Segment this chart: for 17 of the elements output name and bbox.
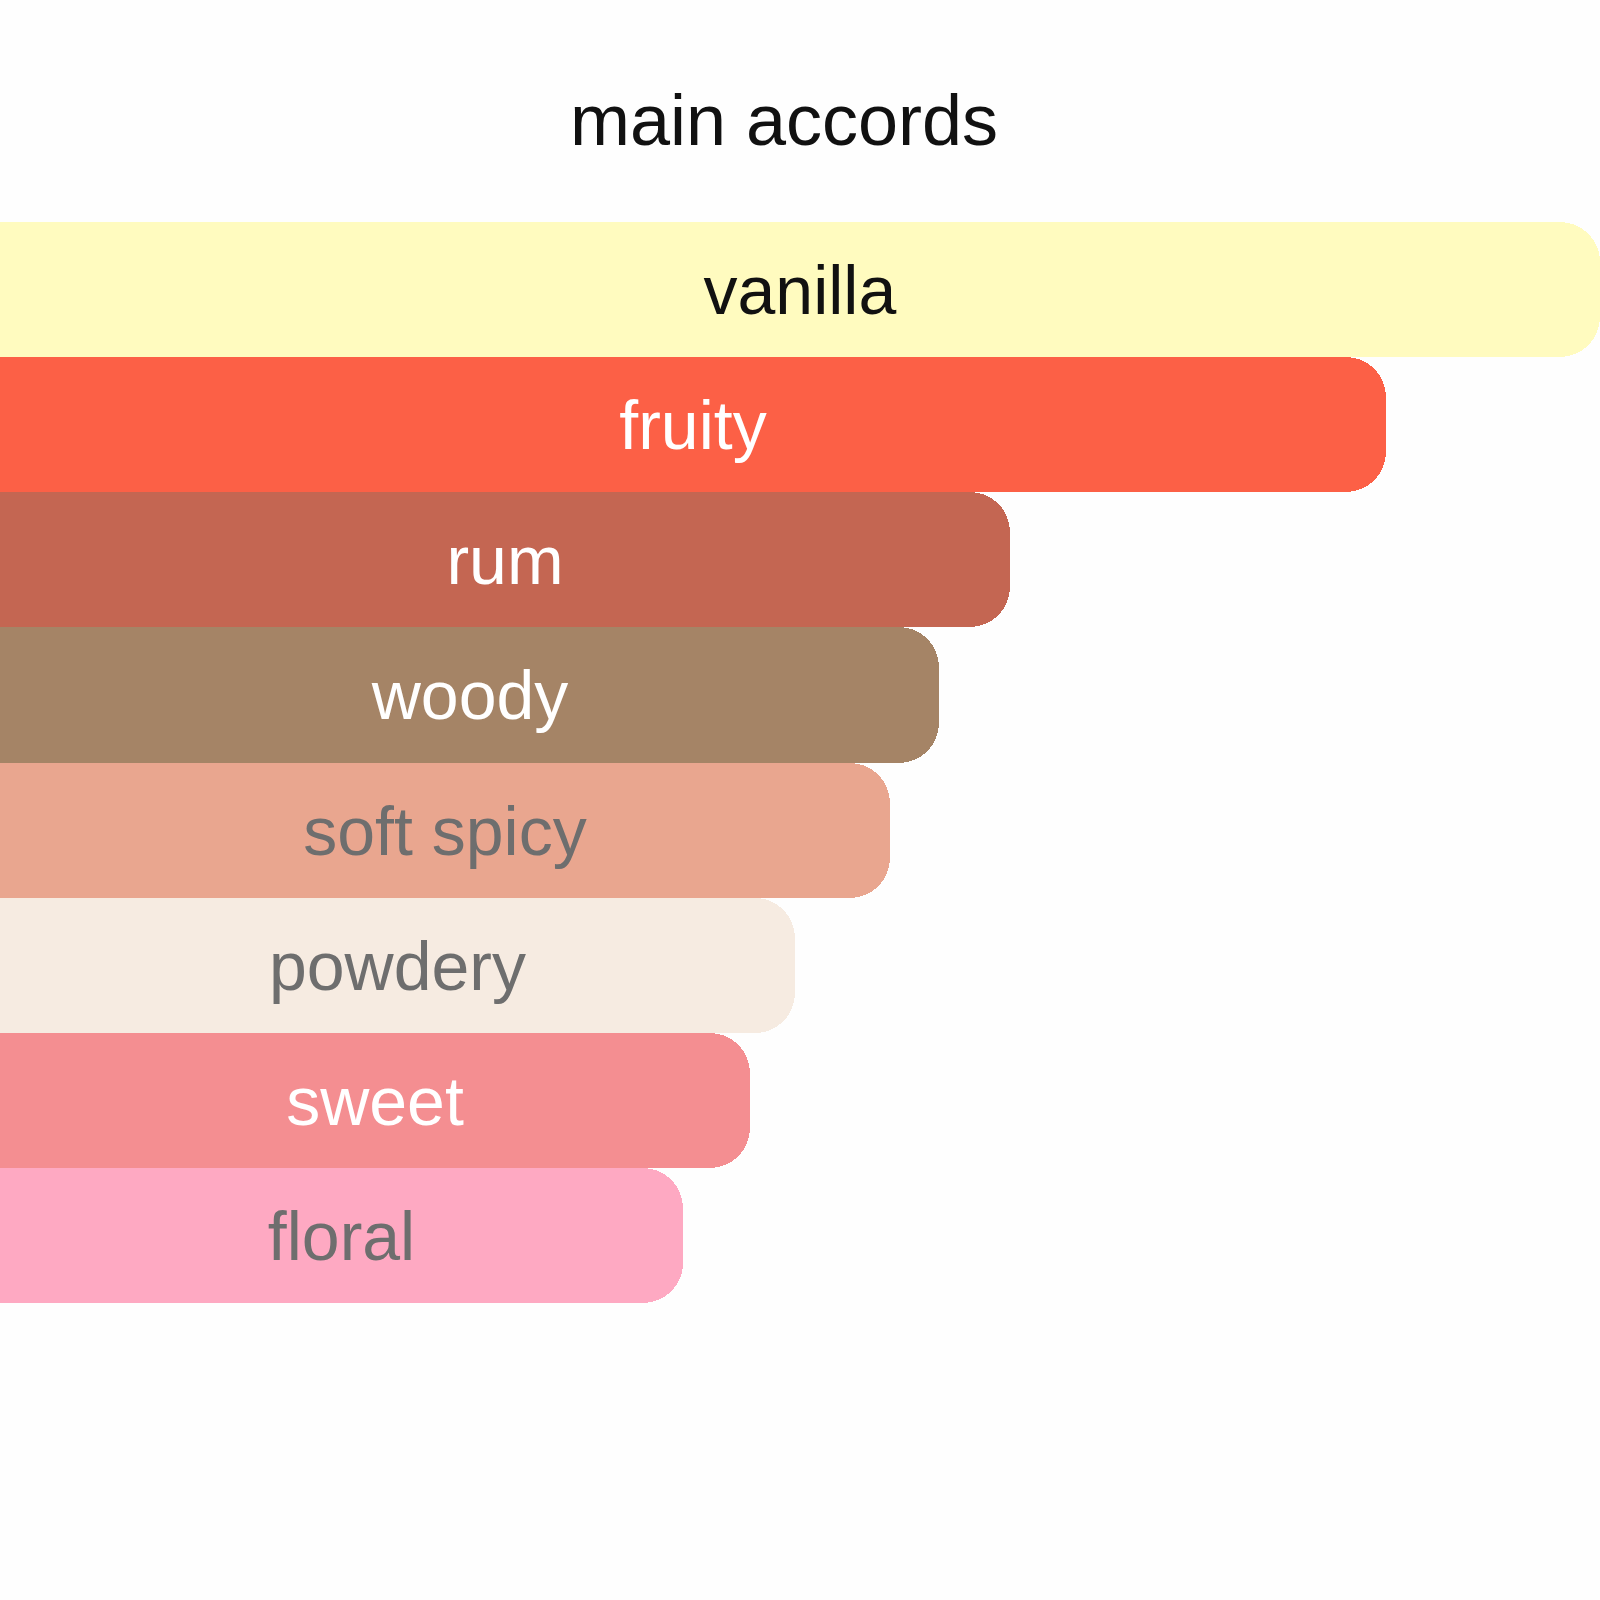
- bar: [0, 1168, 683, 1303]
- y-tick-label: powdery: [268, 927, 527, 1004]
- y-tick-label: rum: [446, 521, 564, 598]
- y-tick-label: soft spicy: [303, 792, 587, 869]
- bar: [0, 1033, 750, 1168]
- bar: [0, 222, 1600, 357]
- bar: [0, 357, 1386, 492]
- y-tick-label: sweet: [286, 1062, 464, 1139]
- bar: [0, 763, 890, 898]
- chart-title: main accords: [569, 80, 999, 161]
- bar: [0, 492, 1010, 627]
- y-tick-label: woody: [370, 657, 569, 733]
- bar: [0, 627, 939, 763]
- y-tick-label: vanilla: [703, 251, 897, 328]
- y-tick-label: floral: [267, 1197, 416, 1274]
- bar: [0, 898, 795, 1033]
- y-tick-label: fruity: [619, 386, 767, 463]
